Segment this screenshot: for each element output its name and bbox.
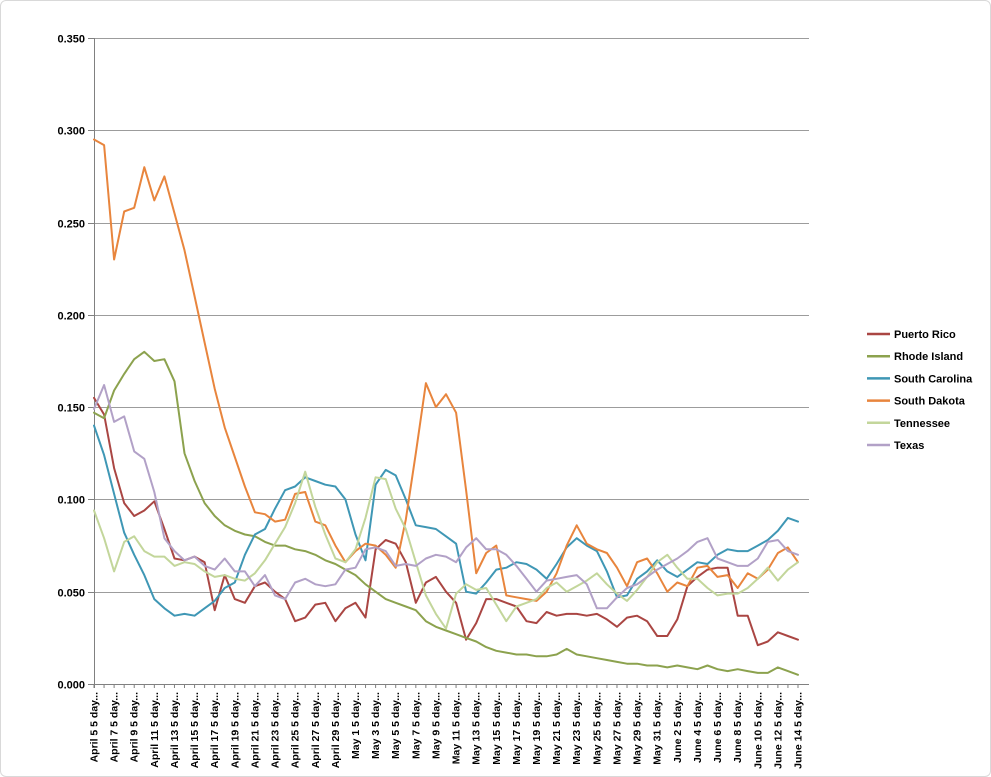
x-axis-label: May 9 5 day... <box>430 692 442 759</box>
x-axis-label: May 1 5 day... <box>350 692 362 759</box>
x-axis-label: April 9 5 day... <box>129 692 141 762</box>
y-axis-label: 0.300 <box>57 126 85 138</box>
y-axis-label: 0.050 <box>57 588 85 600</box>
x-axis-label: April 29 5 day... <box>330 692 342 768</box>
y-axis-label: 0.200 <box>57 311 85 323</box>
x-axis-label: June 14 5 day... <box>793 692 805 769</box>
x-axis-label: May 13 5 day... <box>471 692 483 765</box>
x-axis-label: June 10 5 day... <box>752 692 764 769</box>
x-axis-label: May 11 5 day... <box>451 692 463 764</box>
x-axis-label: May 29 5 day... <box>632 692 644 765</box>
x-axis-label: April 5 5 day... <box>89 692 101 762</box>
x-axis-label: May 21 5 day... <box>551 692 563 765</box>
x-axis-label: April 21 5 day... <box>249 692 261 768</box>
series-line-tennessee <box>93 470 799 630</box>
legend-item-south-dakota: South Dakota <box>867 396 966 408</box>
y-axis-label: 0.100 <box>57 495 85 507</box>
x-axis-label: April 15 5 day... <box>189 692 201 768</box>
legend-item-tennessee: Tennessee <box>867 418 950 430</box>
x-axis-label: June 6 5 day... <box>712 692 724 763</box>
x-axis-label: May 31 5 day... <box>652 692 664 765</box>
legend-label: South Dakota <box>894 396 966 408</box>
x-axis-label: May 5 5 day... <box>390 692 402 759</box>
y-axis-label: 0.250 <box>57 219 85 231</box>
x-axis-label: April 7 5 day... <box>109 692 121 762</box>
x-axis-label: June 4 5 day... <box>692 692 704 763</box>
x-axis-label: May 3 5 day... <box>370 692 382 759</box>
x-axis-label: May 7 5 day... <box>410 692 422 759</box>
x-axis-label: April 19 5 day... <box>229 692 241 768</box>
series-line-puerto-rico <box>93 396 799 647</box>
x-axis-label: May 15 5 day... <box>491 692 503 765</box>
x-axis-label: April 17 5 day... <box>209 692 221 768</box>
legend-label: Puerto Rico <box>894 329 956 341</box>
legend-label: South Carolina <box>894 373 973 385</box>
x-axis-label: June 8 5 day... <box>732 692 744 763</box>
series-line-texas <box>93 384 799 610</box>
x-axis-label: April 23 5 day... <box>270 692 282 768</box>
legend-label: Tennessee <box>894 418 950 430</box>
x-axis-label: April 25 5 day... <box>290 692 302 768</box>
x-axis-label: May 19 5 day... <box>531 692 543 765</box>
legend-item-south-carolina: South Carolina <box>867 373 973 385</box>
x-axis-label: June 2 5 day... <box>672 692 684 763</box>
x-axis-label: May 17 5 day... <box>511 692 523 765</box>
y-axis-label: 0.000 <box>57 680 85 692</box>
x-axis-label: May 27 5 day... <box>611 692 623 765</box>
x-axis-label: June 12 5 day... <box>772 692 784 769</box>
x-axis-label: May 25 5 day... <box>591 692 603 765</box>
legend-item-rhode-island: Rhode Island <box>867 351 963 363</box>
x-axis-label: April 11 5 day... <box>149 692 161 768</box>
x-axis-label: April 27 5 day... <box>310 692 322 768</box>
series-line-south-dakota <box>93 138 799 602</box>
legend-label: Rhode Island <box>894 351 963 363</box>
series-line-south-carolina <box>93 424 799 617</box>
y-axis-label: 0.350 <box>57 34 85 46</box>
legend-item-texas: Texas <box>867 440 924 452</box>
legend-label: Texas <box>894 440 924 452</box>
x-axis-label: May 23 5 day... <box>571 692 583 765</box>
series-line-rhode-island <box>93 350 799 676</box>
y-axis-label: 0.150 <box>57 403 85 415</box>
legend-item-puerto-rico: Puerto Rico <box>867 329 956 341</box>
x-axis-label: April 13 5 day... <box>169 692 181 768</box>
